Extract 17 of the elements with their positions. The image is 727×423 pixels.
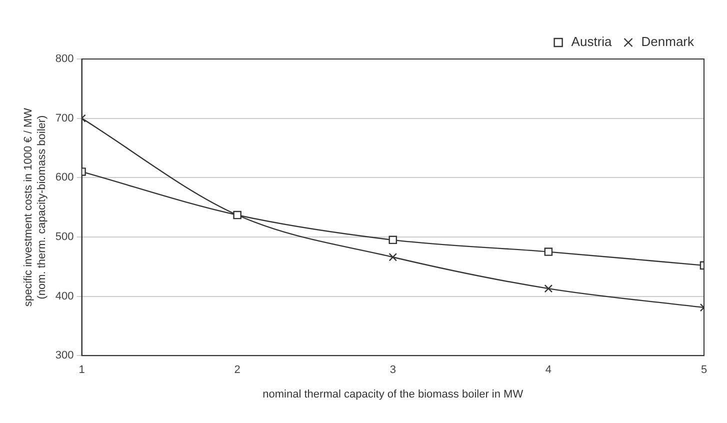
x-tick-label: 3 [390, 364, 396, 376]
point [544, 248, 553, 256]
x-tick-label: 1 [78, 364, 85, 376]
y-axis-title: specific investment costs in 1000 € / MW (nom. therm. capacity-biomass boiler) [22, 107, 48, 307]
y-tick-label: 700 [55, 112, 74, 124]
y-tick-label: 300 [55, 350, 74, 362]
legend-label: Denmark [641, 34, 694, 50]
legend-label: Austria [571, 34, 613, 50]
x-tick-label: 4 [545, 364, 552, 376]
x-tick-label: 5 [700, 364, 708, 376]
y-tick-label: 600 [55, 172, 74, 184]
x-tick-label: 2 [234, 364, 240, 376]
y-tick-label: 800 [55, 53, 74, 66]
y-tick-label: 400 [55, 290, 74, 302]
y-tick-label: 500 [55, 230, 74, 243]
point [388, 236, 398, 244]
x-axis-title: nominal thermal capacity of the biomass boiler in MW [262, 388, 524, 400]
